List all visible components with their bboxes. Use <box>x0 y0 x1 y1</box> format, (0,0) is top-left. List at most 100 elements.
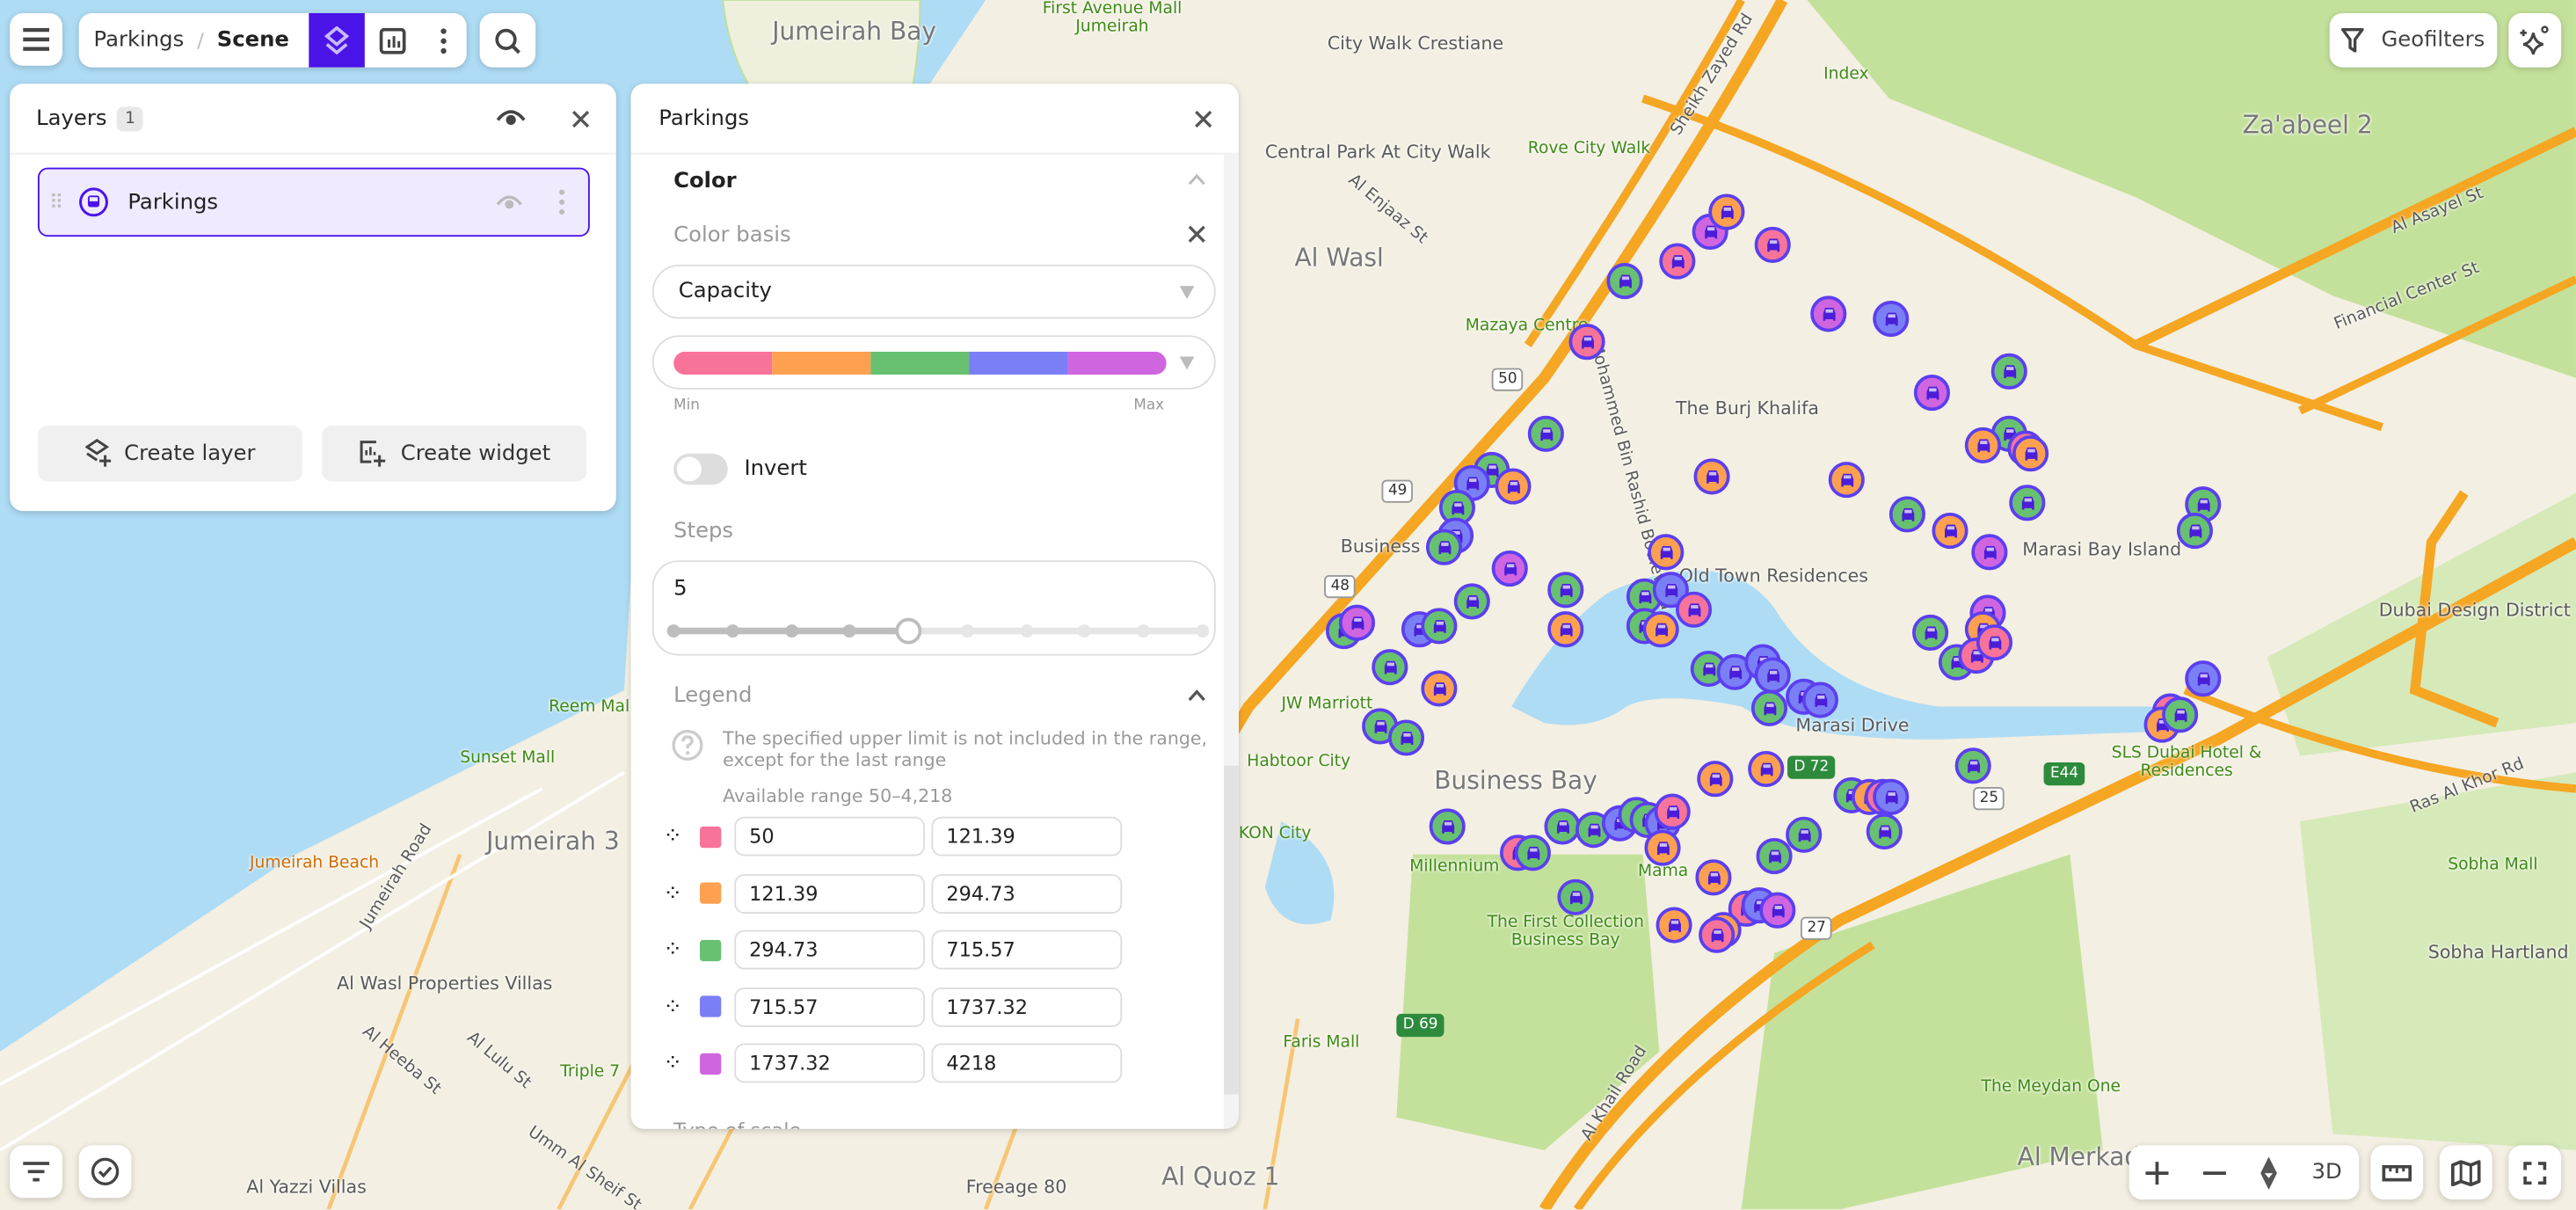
3d-toggle[interactable]: 3D <box>2311 1160 2342 1185</box>
parking-marker[interactable] <box>2176 513 2214 550</box>
range-from-input[interactable]: 294.73 <box>734 929 926 970</box>
parking-marker[interactable] <box>1754 226 1791 263</box>
fullscreen-button[interactable] <box>2508 1145 2562 1200</box>
parking-marker[interactable] <box>2009 485 2046 521</box>
parking-marker[interactable] <box>1801 682 1838 718</box>
basemap-button[interactable] <box>2439 1145 2492 1200</box>
parking-marker[interactable] <box>1873 300 1910 338</box>
range-color-swatch[interactable] <box>700 1052 722 1075</box>
invert-toggle[interactable] <box>673 453 728 485</box>
parking-marker[interactable] <box>1547 611 1584 648</box>
help-icon[interactable] <box>672 729 703 762</box>
parking-marker[interactable] <box>1990 353 2027 390</box>
parking-marker[interactable] <box>1866 813 1903 850</box>
range-to-input[interactable]: 1737.32 <box>931 987 1123 1026</box>
create-widget-button[interactable]: Create widget <box>322 425 587 482</box>
range-from-input[interactable]: 1737.32 <box>734 1043 926 1083</box>
range-from-input[interactable]: 121.39 <box>734 873 926 914</box>
range-to-input[interactable]: 4218 <box>931 1043 1123 1083</box>
parking-marker[interactable] <box>1644 829 1681 866</box>
range-from-input[interactable]: 715.57 <box>734 987 926 1026</box>
range-from-input[interactable]: 50 <box>734 816 926 856</box>
range-to-input[interactable]: 121.39 <box>931 816 1123 856</box>
drag-handle-icon[interactable]: ⁘ <box>663 993 682 1020</box>
parking-marker[interactable] <box>1648 534 1685 571</box>
color-basis-select[interactable]: Capacity <box>651 264 1216 319</box>
slider-tick[interactable] <box>1196 624 1210 638</box>
parking-marker[interactable] <box>1695 859 1732 896</box>
compass-icon[interactable] <box>2260 1155 2278 1189</box>
parking-marker[interactable] <box>2185 660 2222 697</box>
zoom-in-icon[interactable] <box>2146 1161 2170 1184</box>
geofilters-button[interactable]: Geofilters <box>2329 12 2498 68</box>
chevron-up-icon[interactable] <box>1188 689 1206 702</box>
parking-marker[interactable] <box>2162 696 2199 733</box>
drag-handle-icon[interactable]: ⁘ <box>663 937 682 963</box>
slider-tick[interactable] <box>960 624 974 638</box>
layer-item-parkings[interactable]: ⠿ Parkings <box>37 167 590 237</box>
parking-marker[interactable] <box>1699 916 1736 953</box>
scrollbar-track[interactable] <box>1224 152 1239 1129</box>
range-color-swatch[interactable] <box>700 995 722 1017</box>
menu-button[interactable] <box>10 12 63 66</box>
parking-marker[interactable] <box>1971 534 2008 571</box>
slider-tick[interactable] <box>1019 624 1033 638</box>
parking-marker[interactable] <box>1786 816 1823 853</box>
eye-icon[interactable] <box>496 193 522 212</box>
ruler-button[interactable] <box>2370 1145 2424 1200</box>
parking-marker[interactable] <box>1568 324 1605 361</box>
parking-marker[interactable] <box>1932 513 1968 550</box>
parking-marker[interactable] <box>1338 604 1376 641</box>
parking-marker[interactable] <box>1964 426 2001 463</box>
parking-marker[interactable] <box>1750 689 1788 726</box>
parking-marker[interactable] <box>1759 892 1796 929</box>
parking-marker[interactable] <box>1372 649 1408 686</box>
parking-marker[interactable] <box>1756 837 1793 875</box>
search-button[interactable] <box>479 12 536 68</box>
steps-slider[interactable] <box>666 617 1210 645</box>
parking-marker[interactable] <box>1642 611 1679 648</box>
drag-handle-icon[interactable]: ⁘ <box>663 879 682 907</box>
slider-tick[interactable] <box>725 624 739 638</box>
parking-marker[interactable] <box>1654 793 1691 830</box>
range-color-swatch[interactable] <box>700 825 722 848</box>
close-icon[interactable] <box>1194 109 1212 128</box>
drag-handle-icon[interactable]: ⁘ <box>663 1050 682 1076</box>
parking-marker[interactable] <box>1810 295 1847 332</box>
parking-marker[interactable] <box>1544 808 1581 845</box>
close-icon[interactable] <box>571 109 590 128</box>
slider-tick[interactable] <box>784 624 798 638</box>
drag-handle-icon[interactable]: ⁘ <box>663 823 682 850</box>
clear-icon[interactable] <box>1188 225 1206 244</box>
palette-select[interactable] <box>651 335 1216 390</box>
parking-marker[interactable] <box>1693 458 1730 495</box>
parking-marker[interactable] <box>1425 528 1463 565</box>
legend-section-title[interactable]: Legend <box>673 683 753 709</box>
more-button[interactable] <box>420 13 466 68</box>
parking-marker[interactable] <box>1606 262 1643 300</box>
parking-marker[interactable] <box>1912 614 1949 651</box>
parking-marker[interactable] <box>1913 375 1951 412</box>
parking-marker[interactable] <box>1954 747 1991 784</box>
parking-marker[interactable] <box>1748 750 1785 788</box>
more-vertical-icon[interactable] <box>558 189 565 215</box>
parking-marker[interactable] <box>1547 572 1584 609</box>
color-section-title[interactable]: Color <box>673 169 737 194</box>
slider-tick[interactable] <box>1078 624 1092 638</box>
parking-marker[interactable] <box>1453 583 1490 620</box>
parking-marker[interactable] <box>2012 435 2049 472</box>
parking-marker[interactable] <box>1491 550 1528 587</box>
create-layer-button[interactable]: Create layer <box>37 425 302 482</box>
ai-assistant-button[interactable] <box>2508 12 2562 68</box>
parking-marker[interactable] <box>1888 496 1925 533</box>
parking-marker[interactable] <box>1421 670 1458 707</box>
parking-marker[interactable] <box>1429 808 1466 845</box>
slider-thumb[interactable] <box>895 617 922 645</box>
parking-marker[interactable] <box>1527 415 1564 452</box>
chevron-up-icon[interactable] <box>1188 172 1206 186</box>
zoom-out-icon[interactable] <box>2203 1161 2227 1184</box>
range-color-swatch[interactable] <box>700 882 722 904</box>
drag-handle-icon[interactable]: ⠿ <box>49 190 63 214</box>
range-to-input[interactable]: 294.73 <box>931 873 1123 914</box>
